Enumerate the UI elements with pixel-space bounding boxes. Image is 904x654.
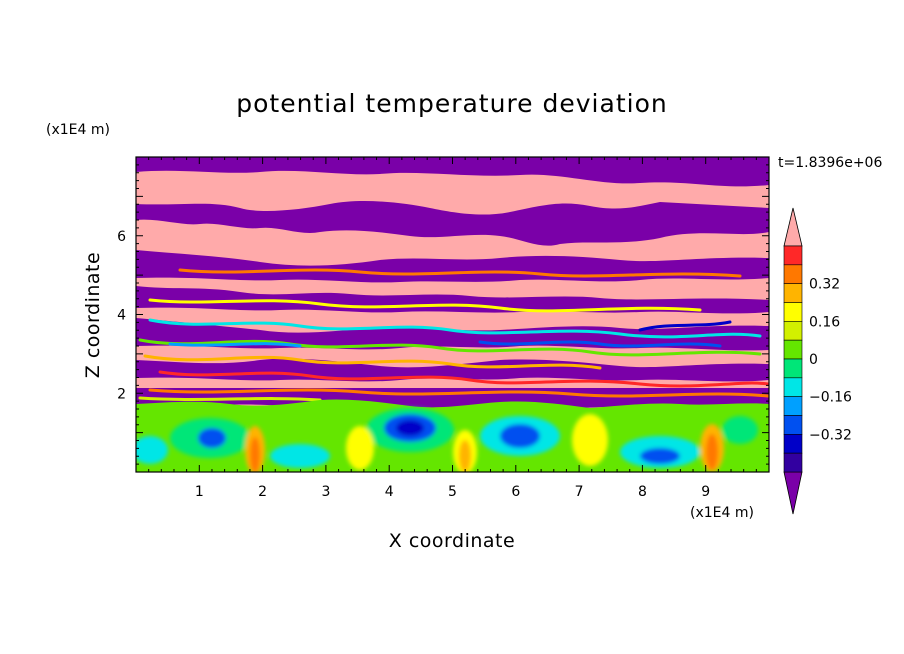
x-tick-label: 1 <box>195 484 204 500</box>
chart-title: potential temperature deviation <box>236 89 667 118</box>
x-unit-label: (x1E4 m) <box>690 505 754 521</box>
colorbar: 0.32 0.16 0 −0.16 −0.32 <box>783 207 852 515</box>
colorbar-swatch <box>783 377 803 397</box>
colorbar-label: 0.16 <box>809 314 840 330</box>
y-axis-label: Z coordinate <box>82 252 104 378</box>
colorbar-swatch <box>783 358 803 379</box>
colorbar-swatch <box>783 415 803 435</box>
colorbar-swatch <box>783 321 803 341</box>
colorbar-label: 0 <box>809 352 818 368</box>
x-tick-label: 3 <box>321 484 330 500</box>
x-tick-label: 2 <box>258 484 267 500</box>
turbulent-streaks <box>138 268 769 402</box>
x-axis-label: X coordinate <box>389 530 515 552</box>
x-tick-label: 8 <box>638 484 647 500</box>
colorbar-max-triangle <box>783 207 803 247</box>
x-axis: 1 2 3 4 5 6 7 8 9 <box>135 157 770 500</box>
x-tick-label: 4 <box>385 484 394 500</box>
y-unit-label: (x1E4 m) <box>46 122 110 138</box>
colorbar-swatch <box>783 339 803 360</box>
x-tick-label: 5 <box>448 484 457 500</box>
colorbar-label: −0.32 <box>809 427 852 443</box>
colorbar-swatch <box>783 302 803 322</box>
x-tick-label: 9 <box>701 484 710 500</box>
y-tick-label: 2 <box>117 386 126 402</box>
x-tick-label: 7 <box>575 484 584 500</box>
colorbar-swatch <box>783 396 803 416</box>
x-tick-label: 6 <box>511 484 520 500</box>
colorbar-swatch <box>783 245 803 266</box>
colorbar-min-triangle <box>783 471 803 515</box>
colorbar-swatch <box>783 264 803 284</box>
boundary-layer <box>136 399 769 472</box>
colorbar-label: −0.16 <box>809 390 852 406</box>
colorbar-swatch <box>783 283 803 303</box>
colorbar-swatch <box>783 452 803 473</box>
plot-area <box>136 157 769 472</box>
time-label: t=1.8396e+06 <box>778 155 882 171</box>
y-tick-label: 4 <box>117 308 126 324</box>
y-tick-label: 6 <box>117 229 126 245</box>
y-axis: 2 4 6 <box>117 164 769 473</box>
colorbar-label: 0.32 <box>809 277 840 293</box>
colorbar-swatch <box>783 434 803 454</box>
